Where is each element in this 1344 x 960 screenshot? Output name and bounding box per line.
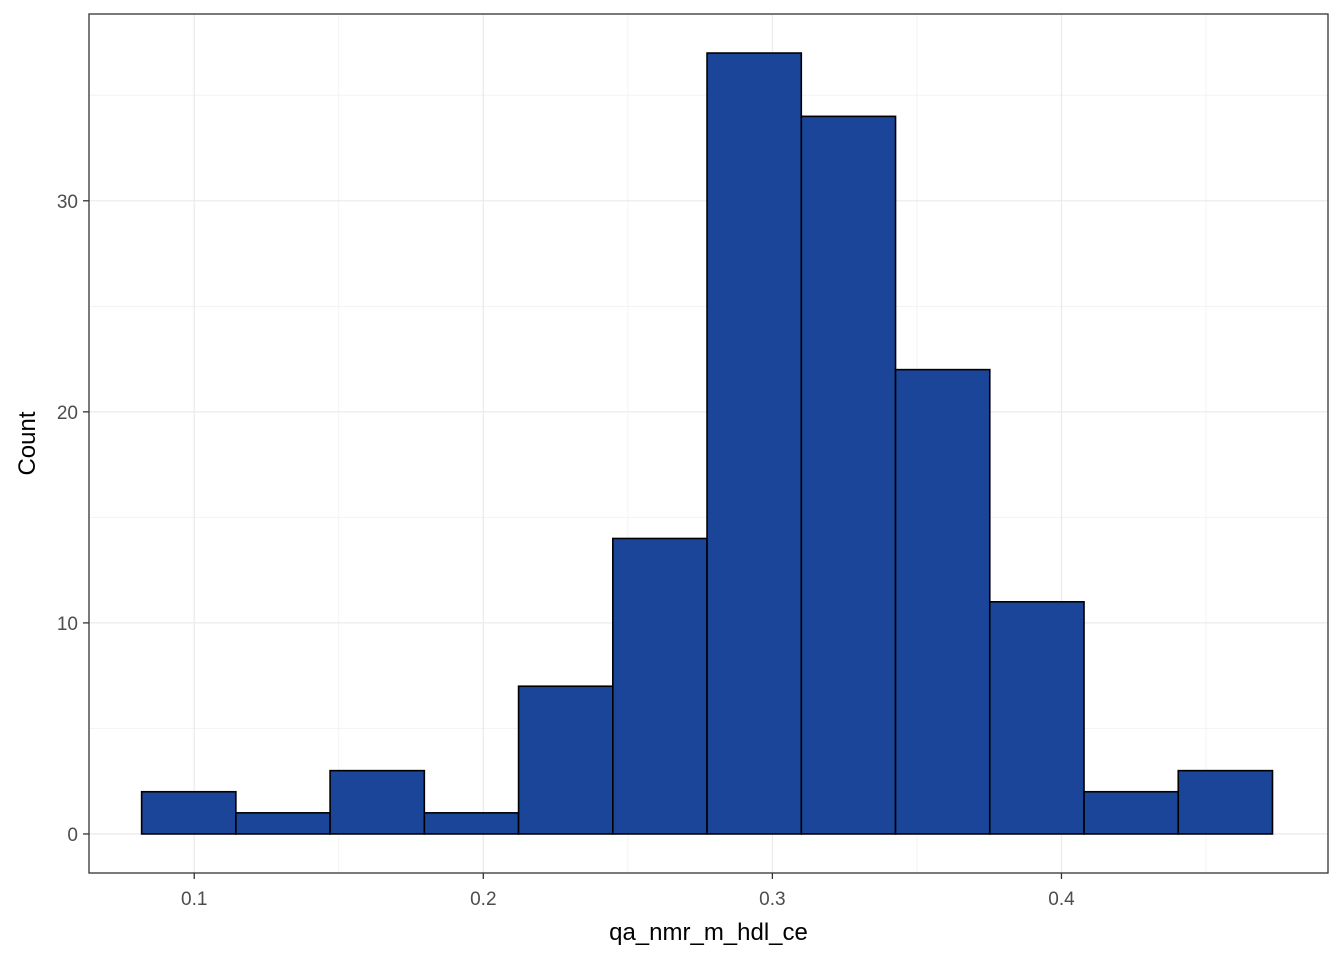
x-axis: 0.1 0.2 0.3 0.4 (181, 873, 1075, 910)
y-tick-label: 20 (57, 403, 78, 424)
histogram-bar-6 (612, 537, 708, 835)
x-tick-label: 0.2 (470, 889, 496, 910)
x-axis-title: qa_nmr_m_hdl_ce (609, 919, 808, 946)
histogram-bar-9 (894, 368, 991, 835)
histogram-bar-10 (988, 600, 1085, 835)
x-tick-label: 0.3 (759, 889, 785, 910)
y-tick-label: 30 (57, 192, 78, 213)
histogram-bar-8 (800, 115, 897, 835)
histogram-bar-1 (140, 790, 237, 835)
y-tick-label: 10 (57, 614, 78, 635)
histogram-bar-7 (706, 52, 803, 835)
histogram-bar-5 (517, 685, 614, 835)
x-tick-label: 0.4 (1048, 889, 1075, 910)
y-tick-label: 0 (67, 825, 78, 846)
histogram-bar-11 (1083, 790, 1180, 835)
histogram-bar-3 (329, 769, 426, 835)
histogram-bars (140, 52, 1274, 835)
histogram-bar-12 (1177, 769, 1274, 835)
y-axis: 0 10 20 30 (57, 192, 89, 846)
y-axis-title: Count (14, 411, 41, 475)
panel-border (88, 13, 1329, 874)
x-tick-label: 0.1 (181, 889, 207, 910)
histogram-bar-2 (235, 812, 331, 835)
histogram-bar-4 (423, 812, 520, 835)
